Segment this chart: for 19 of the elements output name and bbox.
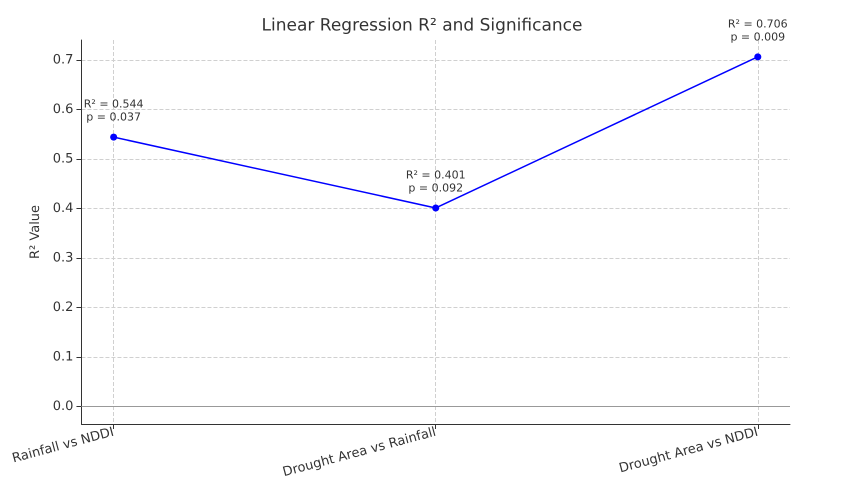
y-tick-label: 0.5 [52,151,74,166]
point [754,53,762,60]
y-axis-title: R² Value [28,204,43,260]
point [432,204,440,212]
y-tick-label: 0.0 [52,399,74,414]
y-tick-label: 0.4 [52,200,74,216]
x-tick-label: Drought Area vs NDDI [618,424,760,476]
chart-title: Linear Regression R² and Significance [262,16,582,36]
data-label: R² = 0.544 p = 0.037 [84,98,144,124]
x-tick-label: Drought Area vs Rainfall [281,424,438,480]
y-tick-label: 0.6 [52,102,74,117]
y-tick-label: 0.1 [52,350,74,365]
point [110,134,118,141]
data-label: R² = 0.706 p = 0.009 [728,17,788,44]
data-label: R² = 0.401 p = 0.092 [406,168,466,194]
y-tick-label: 0.7 [52,52,74,68]
y-tick-label: 0.3 [52,250,74,266]
y-tick-label: 0.2 [52,300,74,316]
x-tick-label: Rainfall vs NDDI [10,424,116,466]
